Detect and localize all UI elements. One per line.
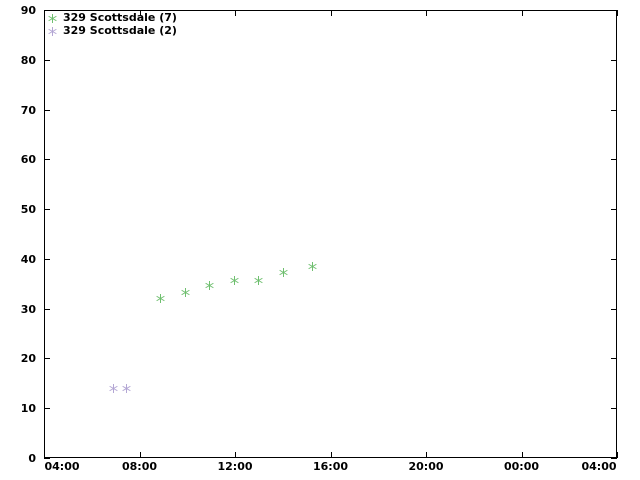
x-tick-mark <box>330 452 332 458</box>
y-tick-mark <box>611 209 617 211</box>
y-tick-label: 30 <box>20 302 36 316</box>
y-tick-mark <box>611 109 617 111</box>
x-tick-mark <box>330 10 332 16</box>
y-tick-mark <box>611 458 617 459</box>
x-tick-mark <box>139 452 141 458</box>
x-tick-mark <box>235 452 236 458</box>
y-tick-label: 40 <box>20 252 36 266</box>
y-tick-mark <box>44 159 50 161</box>
asterisk-marker <box>122 383 131 393</box>
y-tick-label: 0 <box>28 452 36 465</box>
legend-label: 329 Scottsdale (2) <box>63 24 177 37</box>
asterisk-marker <box>48 13 57 23</box>
y-tick-mark <box>611 10 617 11</box>
data-point <box>230 276 239 286</box>
data-point <box>308 262 317 272</box>
y-tick-label: 20 <box>20 352 36 366</box>
legend-marker-icon <box>46 12 59 24</box>
y-tick-mark <box>611 258 617 260</box>
y-tick-label: 70 <box>20 103 36 117</box>
x-tick-label: 04:00 <box>581 460 617 473</box>
x-tick-label: 12:00 <box>217 460 253 473</box>
legend-label: 329 Scottsdale (7) <box>63 11 177 24</box>
x-tick-mark <box>521 452 523 458</box>
y-tick-label: 50 <box>20 203 36 217</box>
chart-legend: 329 Scottsdale (7) 329 Scottsdale (2) <box>46 12 177 37</box>
asterisk-marker <box>279 268 288 278</box>
plot-frame <box>44 10 617 458</box>
x-tick-label: 16:00 <box>312 460 349 473</box>
plot-area <box>45 11 616 457</box>
y-tick-mark <box>44 308 50 310</box>
data-point <box>156 294 165 304</box>
y-tick-mark <box>44 109 50 111</box>
asterisk-marker <box>156 294 165 304</box>
y-tick-label: 90 <box>20 4 36 17</box>
data-point <box>108 383 118 393</box>
x-tick-label: 00:00 <box>503 460 540 473</box>
y-tick-mark <box>611 308 617 310</box>
x-tick-label: 04:00 <box>44 460 80 473</box>
x-tick-mark <box>44 452 45 458</box>
x-tick-mark <box>521 10 523 16</box>
asterisk-marker <box>308 262 317 272</box>
data-point <box>122 383 131 393</box>
data-point <box>254 276 263 286</box>
legend-marker-icon <box>46 25 59 37</box>
asterisk-marker <box>230 276 239 286</box>
x-tick-mark <box>617 10 618 16</box>
y-tick-mark <box>611 59 617 61</box>
x-tick-mark <box>617 452 618 458</box>
asterisk-marker <box>205 281 214 291</box>
y-tick-mark <box>44 209 50 211</box>
data-point <box>205 281 214 291</box>
y-tick-mark <box>611 159 617 161</box>
asterisk-marker <box>48 26 57 36</box>
x-tick-mark <box>426 452 427 458</box>
x-tick-mark <box>235 10 236 16</box>
y-tick-mark <box>611 408 617 410</box>
y-tick-label: 80 <box>20 53 36 67</box>
x-tick-mark <box>139 10 141 16</box>
y-tick-mark <box>44 358 50 360</box>
asterisk-marker <box>254 276 263 286</box>
asterisk-marker <box>108 383 118 393</box>
y-tick-mark <box>44 10 50 11</box>
legend-entry: 329 Scottsdale (7) <box>46 12 177 24</box>
y-tick-label: 10 <box>20 402 36 416</box>
x-tick-label: 08:00 <box>121 460 158 473</box>
y-tick-mark <box>44 258 50 260</box>
y-tick-mark <box>44 458 50 459</box>
y-tick-mark <box>44 59 50 61</box>
legend-entry: 329 Scottsdale (2) <box>46 25 177 37</box>
x-tick-mark <box>426 10 427 16</box>
x-tick-label: 20:00 <box>408 460 444 473</box>
data-point <box>279 268 288 278</box>
y-tick-mark <box>44 408 50 410</box>
data-point <box>181 288 191 298</box>
x-tick-mark <box>44 10 45 16</box>
asterisk-marker <box>181 288 191 298</box>
y-tick-label: 60 <box>20 153 36 167</box>
y-tick-mark <box>611 358 617 360</box>
